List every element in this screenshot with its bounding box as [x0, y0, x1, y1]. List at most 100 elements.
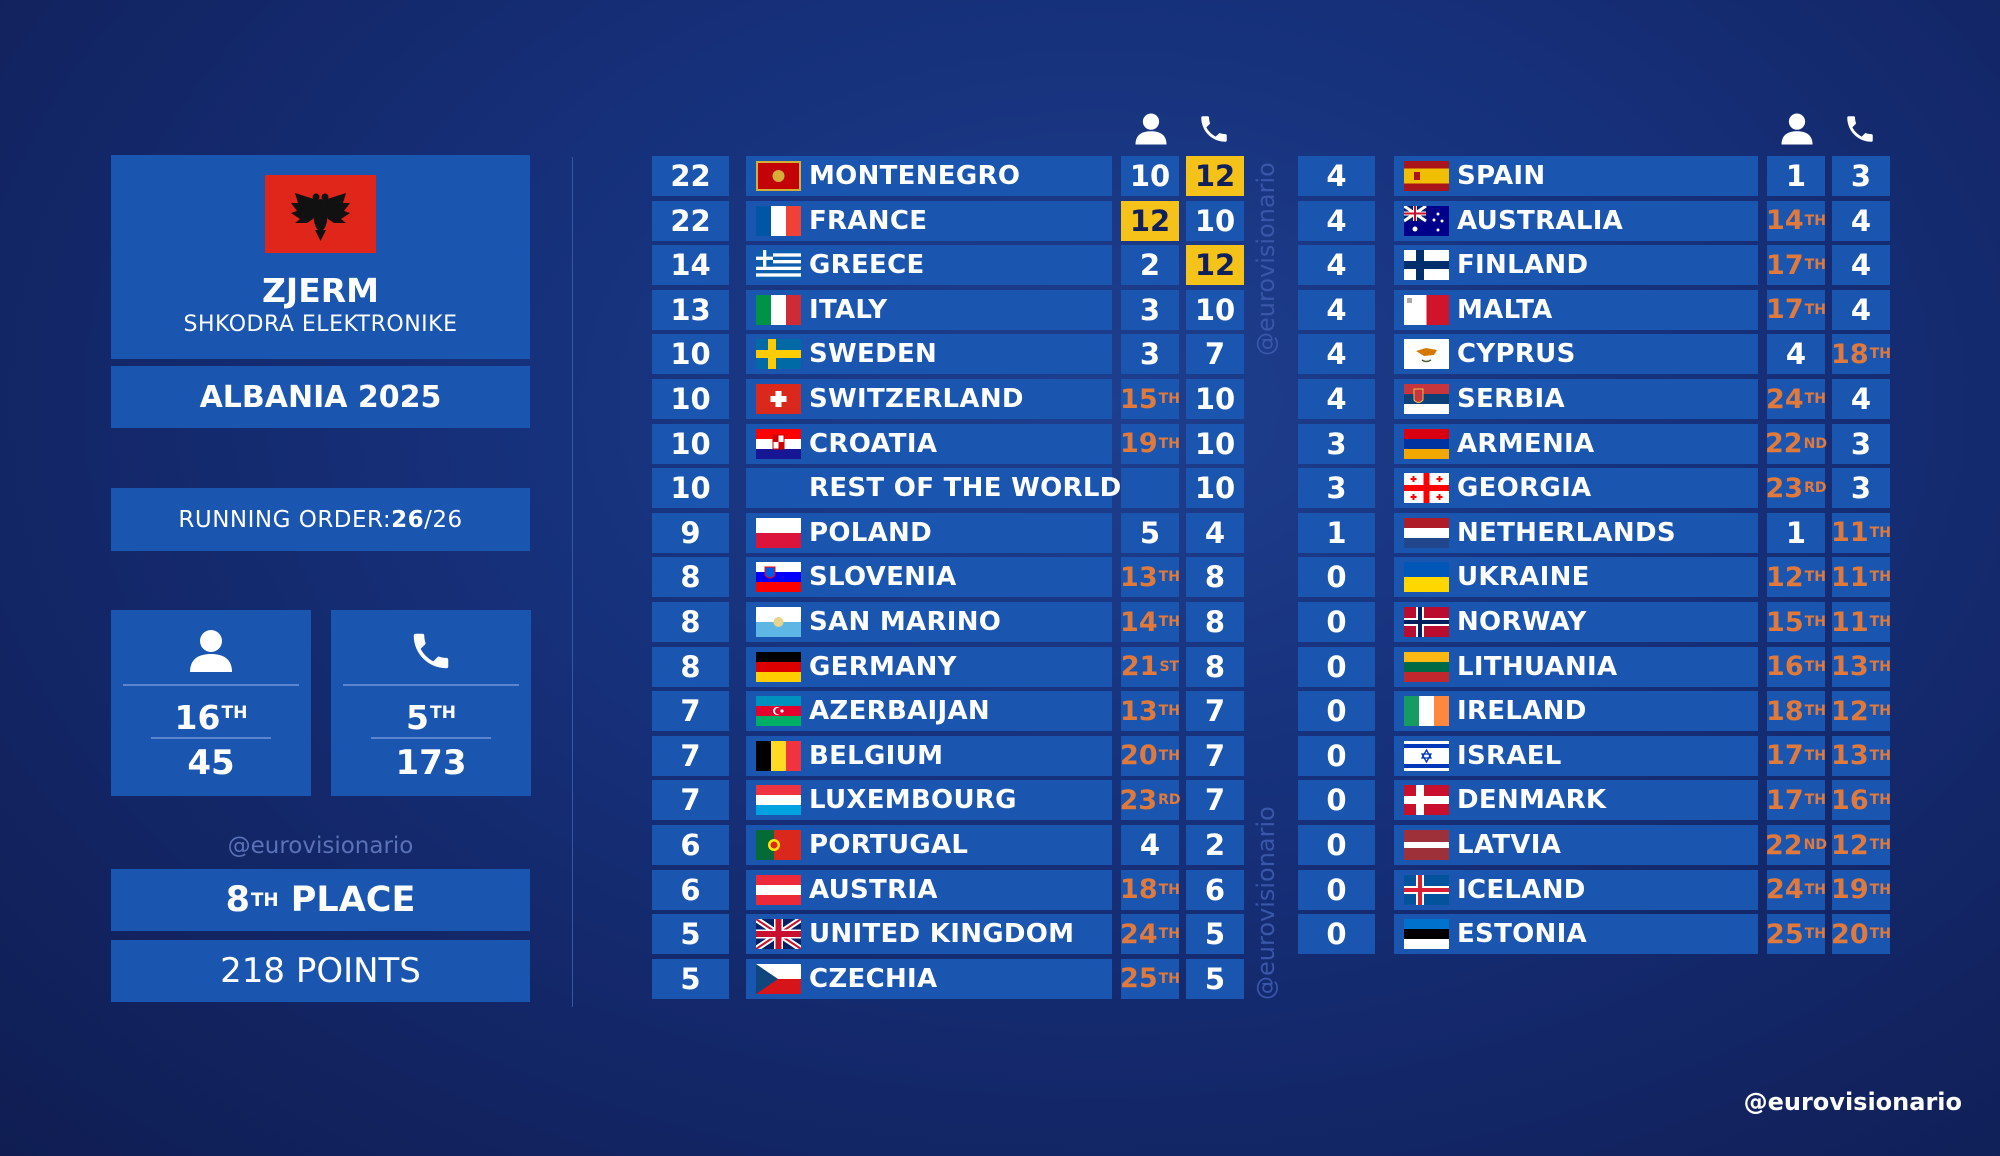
jury-cell: 18 TH: [1120, 869, 1180, 910]
jury-cell: 18 TH: [1766, 691, 1826, 732]
spain-flag-icon: [1404, 161, 1449, 191]
jury-cell: 17 TH: [1766, 735, 1826, 776]
jury-cell: 19 TH: [1120, 423, 1180, 464]
total-points-cell: 22: [652, 200, 729, 241]
czechia-flag-icon: [756, 963, 801, 994]
total-points-cell: 0: [1298, 869, 1375, 910]
country-name: UKRAINE: [1457, 562, 1590, 593]
estonia-flag-icon: [1404, 919, 1449, 950]
total-points-cell: 0: [1298, 557, 1375, 598]
table-row: 8 SLOVENIA 13 TH 8: [0, 557, 2000, 598]
country-name: NORWAY: [1457, 607, 1587, 637]
country-name: AZERBAIJAN: [809, 696, 990, 727]
belgium-flag-icon: [756, 740, 801, 771]
cyprus-flag-icon: [1404, 339, 1449, 370]
country-cell: NETHERLANDS: [1394, 512, 1758, 553]
televote-cell: 2: [1186, 825, 1244, 865]
televote-cell: 3: [1832, 156, 1890, 196]
country-name: ITALY: [809, 294, 888, 325]
televote-cell: 8: [1186, 557, 1244, 598]
country-cell: SWITZERLAND: [746, 379, 1112, 419]
lithuania-flag-icon: [1404, 651, 1449, 682]
country-name: REST OF THE WORLD: [809, 473, 1122, 504]
person-icon: [111, 628, 311, 674]
country-cell: PORTUGAL: [746, 825, 1112, 865]
watermark-vertical: @eurovisionario: [1252, 806, 1280, 1000]
total-points-cell: 0: [1298, 914, 1375, 955]
uk-flag-icon: [756, 919, 801, 950]
total-points-cell: 4: [1298, 200, 1375, 241]
running-order-label: RUNNING ORDER:: [178, 506, 392, 533]
jury-stat-box: 16TH 45: [111, 610, 311, 796]
jury-cell: 20 TH: [1120, 735, 1180, 776]
total-points: 218 POINTS: [111, 940, 530, 1002]
total-points-cell: 8: [652, 602, 729, 642]
country-cell: REST OF THE WORLD: [746, 468, 1121, 509]
jury-cell: 24 TH: [1766, 379, 1826, 419]
jury-cell: 21 ST: [1121, 646, 1179, 687]
total-points-cell: 5: [652, 958, 729, 999]
televote-cell: 6: [1186, 869, 1244, 910]
country-name: CROATIA: [809, 428, 938, 459]
televote-cell: 4: [1832, 379, 1890, 419]
artist-name: ZJERM: [262, 271, 379, 310]
total-points-cell: 5: [652, 914, 729, 955]
televote-cell: 12 TH: [1831, 825, 1891, 865]
televote-cell: 4: [1832, 289, 1890, 330]
country-name: NETHERLANDS: [1457, 517, 1676, 548]
televote-cell: 18 TH: [1831, 334, 1891, 375]
credit-handle: @eurovisionario: [1743, 1088, 1962, 1116]
israel-flag-icon: [1404, 740, 1449, 771]
televote-cell: 7: [1186, 780, 1244, 821]
televote-cell: 5: [1186, 958, 1244, 999]
jury-cell: 1: [1767, 512, 1825, 553]
jury-cell: 2: [1121, 245, 1179, 286]
country-name: LUXEMBOURG: [809, 785, 1017, 816]
country-cell: SERBIA: [1394, 379, 1758, 419]
country-name: ICELAND: [1457, 874, 1586, 905]
ireland-flag-icon: [1404, 696, 1449, 727]
country-cell: LATVIA: [1394, 825, 1758, 865]
country-cell: CROATIA: [746, 423, 1112, 464]
italy-flag-icon: [756, 294, 801, 325]
germany-flag-icon: [756, 651, 801, 682]
sweden-flag-icon: [756, 339, 801, 370]
televote-cell: 16 TH: [1831, 780, 1891, 821]
country-name: LATVIA: [1457, 830, 1562, 860]
country-cell: FINLAND: [1394, 245, 1758, 286]
country-name: DENMARK: [1457, 785, 1607, 816]
jury-cell: 16 TH: [1766, 646, 1826, 687]
total-points-cell: 0: [1298, 780, 1375, 821]
country-cell: LUXEMBOURG: [746, 780, 1112, 821]
poland-flag-icon: [756, 517, 801, 548]
country-name: MALTA: [1457, 294, 1553, 325]
jury-cell: 12 TH: [1766, 557, 1826, 598]
country-cell: ICELAND: [1394, 869, 1758, 910]
country-cell: ISRAEL: [1394, 735, 1758, 776]
table-row: 0 LATVIA 22 ND 12 TH: [0, 825, 2000, 865]
denmark-flag-icon: [1404, 785, 1449, 816]
jury-cell: 24 TH: [1120, 914, 1180, 955]
jury-cell: 4: [1767, 334, 1825, 375]
country-cell: SPAIN: [1394, 156, 1758, 196]
country-name: ESTONIA: [1457, 919, 1587, 950]
country-cell: AUSTRALIA: [1394, 200, 1758, 241]
televote-cell: 12: [1186, 245, 1244, 286]
televote-cell: 11 TH: [1831, 557, 1891, 598]
televote-cell: 4: [1832, 200, 1890, 241]
georgia-flag-icon: [1404, 473, 1449, 504]
running-order-value: 26: [391, 506, 425, 533]
televote-cell: 12 TH: [1831, 691, 1891, 732]
azerbaijan-flag-icon: [756, 696, 801, 727]
country-cell: UNITED KINGDOM: [746, 914, 1112, 955]
total-points-cell: 0: [1298, 825, 1375, 865]
country-name: SLOVENIA: [809, 562, 957, 593]
table-row: 13 ITALY 3 10: [0, 289, 2000, 330]
jury-points: 45: [187, 743, 235, 783]
country-cell: MALTA: [1394, 289, 1758, 330]
televote-cell: 10: [1186, 468, 1244, 509]
total-points-cell: 0: [1298, 735, 1375, 776]
televote-cell: 3: [1832, 468, 1890, 509]
luxembourg-flag-icon: [756, 785, 801, 816]
televote-cell: 3: [1832, 423, 1890, 464]
